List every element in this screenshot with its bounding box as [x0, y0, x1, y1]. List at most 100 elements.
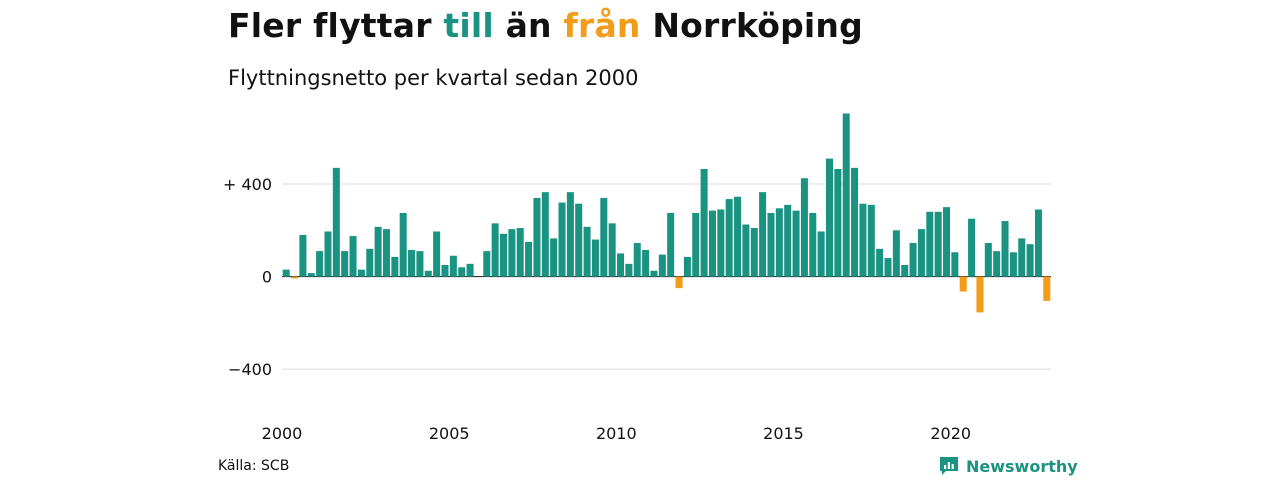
bar	[759, 192, 767, 277]
bar	[993, 251, 1001, 277]
bar	[675, 276, 683, 289]
bar	[717, 209, 725, 277]
bar	[575, 203, 583, 277]
x-tick-label: 2015	[763, 424, 804, 443]
bar	[976, 276, 984, 313]
bar	[516, 227, 524, 277]
y-tick-label: −400	[228, 360, 272, 379]
bar	[282, 269, 290, 277]
bar	[349, 236, 357, 277]
x-tick-label: 2020	[930, 424, 971, 443]
bar	[533, 197, 541, 277]
bar	[1034, 209, 1042, 277]
title-part-5: Norrköping	[640, 6, 863, 45]
bar	[391, 256, 399, 277]
bar	[683, 256, 691, 277]
bar	[600, 197, 608, 277]
title-part-1: Fler flyttar	[228, 6, 444, 45]
bar	[809, 212, 817, 277]
bar	[382, 229, 390, 277]
title-part-3: än	[493, 6, 564, 45]
bar	[583, 226, 591, 277]
bar	[784, 204, 792, 277]
bar	[734, 196, 742, 277]
bar	[441, 265, 449, 277]
bar	[550, 238, 558, 277]
bar	[959, 276, 967, 292]
bar	[859, 203, 867, 277]
bar	[291, 276, 299, 279]
bar	[466, 263, 474, 277]
bar	[324, 231, 332, 277]
y-tick-label: + 400	[223, 175, 272, 194]
bar	[667, 212, 675, 277]
bars	[282, 113, 1051, 313]
source-note: Källa: SCB	[218, 458, 290, 474]
bar	[491, 223, 499, 277]
bar	[708, 210, 716, 277]
chart-subtitle: Flyttningsnetto per kvartal sedan 2000	[228, 66, 639, 90]
bar	[332, 167, 340, 277]
bar	[725, 199, 733, 277]
bar	[449, 255, 457, 277]
bar	[926, 211, 934, 277]
bar	[357, 269, 365, 277]
bar	[617, 253, 625, 277]
bar	[968, 218, 976, 277]
bar	[951, 252, 959, 277]
x-tick-label: 2005	[429, 424, 470, 443]
bar	[374, 226, 382, 277]
bar	[608, 223, 616, 277]
bar	[1026, 244, 1034, 277]
bar	[700, 168, 708, 277]
brand-logo[interactable]: Newsworthy	[938, 455, 1078, 477]
bar	[934, 211, 942, 277]
bar	[424, 270, 432, 277]
bar	[1018, 238, 1026, 277]
bar	[750, 227, 758, 277]
bar	[541, 192, 549, 277]
bar	[901, 265, 909, 277]
bar	[851, 167, 859, 277]
bar	[499, 233, 508, 277]
bar	[792, 210, 800, 277]
bar	[433, 231, 441, 277]
bar	[625, 263, 633, 277]
bar	[909, 243, 917, 277]
bar	[508, 229, 516, 277]
bar	[658, 254, 666, 277]
bar	[642, 249, 650, 277]
bar	[416, 251, 424, 277]
bar	[825, 158, 833, 277]
bar	[876, 248, 884, 277]
bar	[299, 234, 307, 277]
bar	[525, 241, 533, 277]
bar	[408, 249, 416, 277]
bar	[884, 258, 892, 277]
title-word-till: till	[443, 6, 494, 45]
chart-title: Fler flyttar till än från Norrköping	[228, 6, 863, 45]
bar	[943, 207, 951, 277]
bar	[566, 192, 574, 277]
bar	[316, 251, 324, 277]
bar	[650, 270, 658, 277]
axis-labels: + 400 0 −400 2000 2005 2010 2015 2020	[223, 175, 971, 443]
bar	[917, 229, 925, 277]
bar	[842, 113, 850, 277]
bar	[341, 251, 349, 277]
bar	[1009, 252, 1017, 277]
bar	[984, 243, 992, 277]
y-tick-label: 0	[262, 268, 272, 287]
bar	[633, 243, 641, 277]
bar	[742, 224, 750, 277]
brand-name: Newsworthy	[966, 456, 1078, 476]
bar	[892, 230, 900, 277]
bar	[458, 267, 466, 277]
x-tick-label: 2000	[262, 424, 303, 443]
newsworthy-logo-icon	[940, 457, 958, 475]
bar	[366, 248, 374, 277]
bar	[775, 208, 783, 277]
bar	[483, 251, 491, 277]
bar	[767, 212, 775, 277]
